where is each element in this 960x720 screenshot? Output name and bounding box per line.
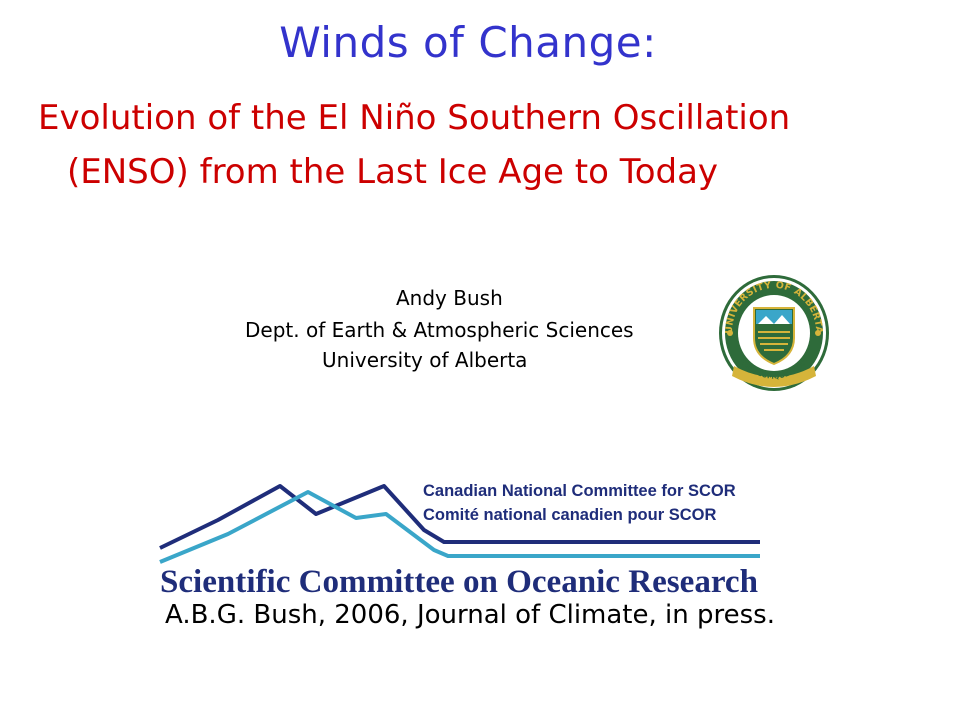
author-name: Andy Bush xyxy=(396,286,503,310)
citation: A.B.G. Bush, 2006, Journal of Climate, i… xyxy=(165,600,775,630)
scor-english-line: Canadian National Committee for SCOR xyxy=(423,482,736,500)
slide-subtitle-line-2: (ENSO) from the Last Ice Age to Today xyxy=(67,152,719,192)
author-institution: University of Alberta xyxy=(322,348,528,372)
university-of-alberta-logo: UNIVERSITY OF ALBERTA QUAECUMQUE VERA xyxy=(716,272,832,394)
slide-subtitle-line-1: Evolution of the El Niño Southern Oscill… xyxy=(38,98,791,138)
scor-waves-icon: Canadian National Committee for SCOR Com… xyxy=(159,482,760,600)
ua-crest-icon: UNIVERSITY OF ALBERTA QUAECUMQUE VERA xyxy=(719,275,829,391)
author-department: Dept. of Earth & Atmospheric Sciences xyxy=(245,318,634,342)
scor-french-line: Comité national canadien pour SCOR xyxy=(423,506,716,524)
slide-title: Winds of Change: xyxy=(279,18,657,67)
scor-logo: Canadian National Committee for SCOR Com… xyxy=(148,470,768,600)
scor-wordmark: Scientific Committee on Oceanic Research xyxy=(160,564,758,598)
